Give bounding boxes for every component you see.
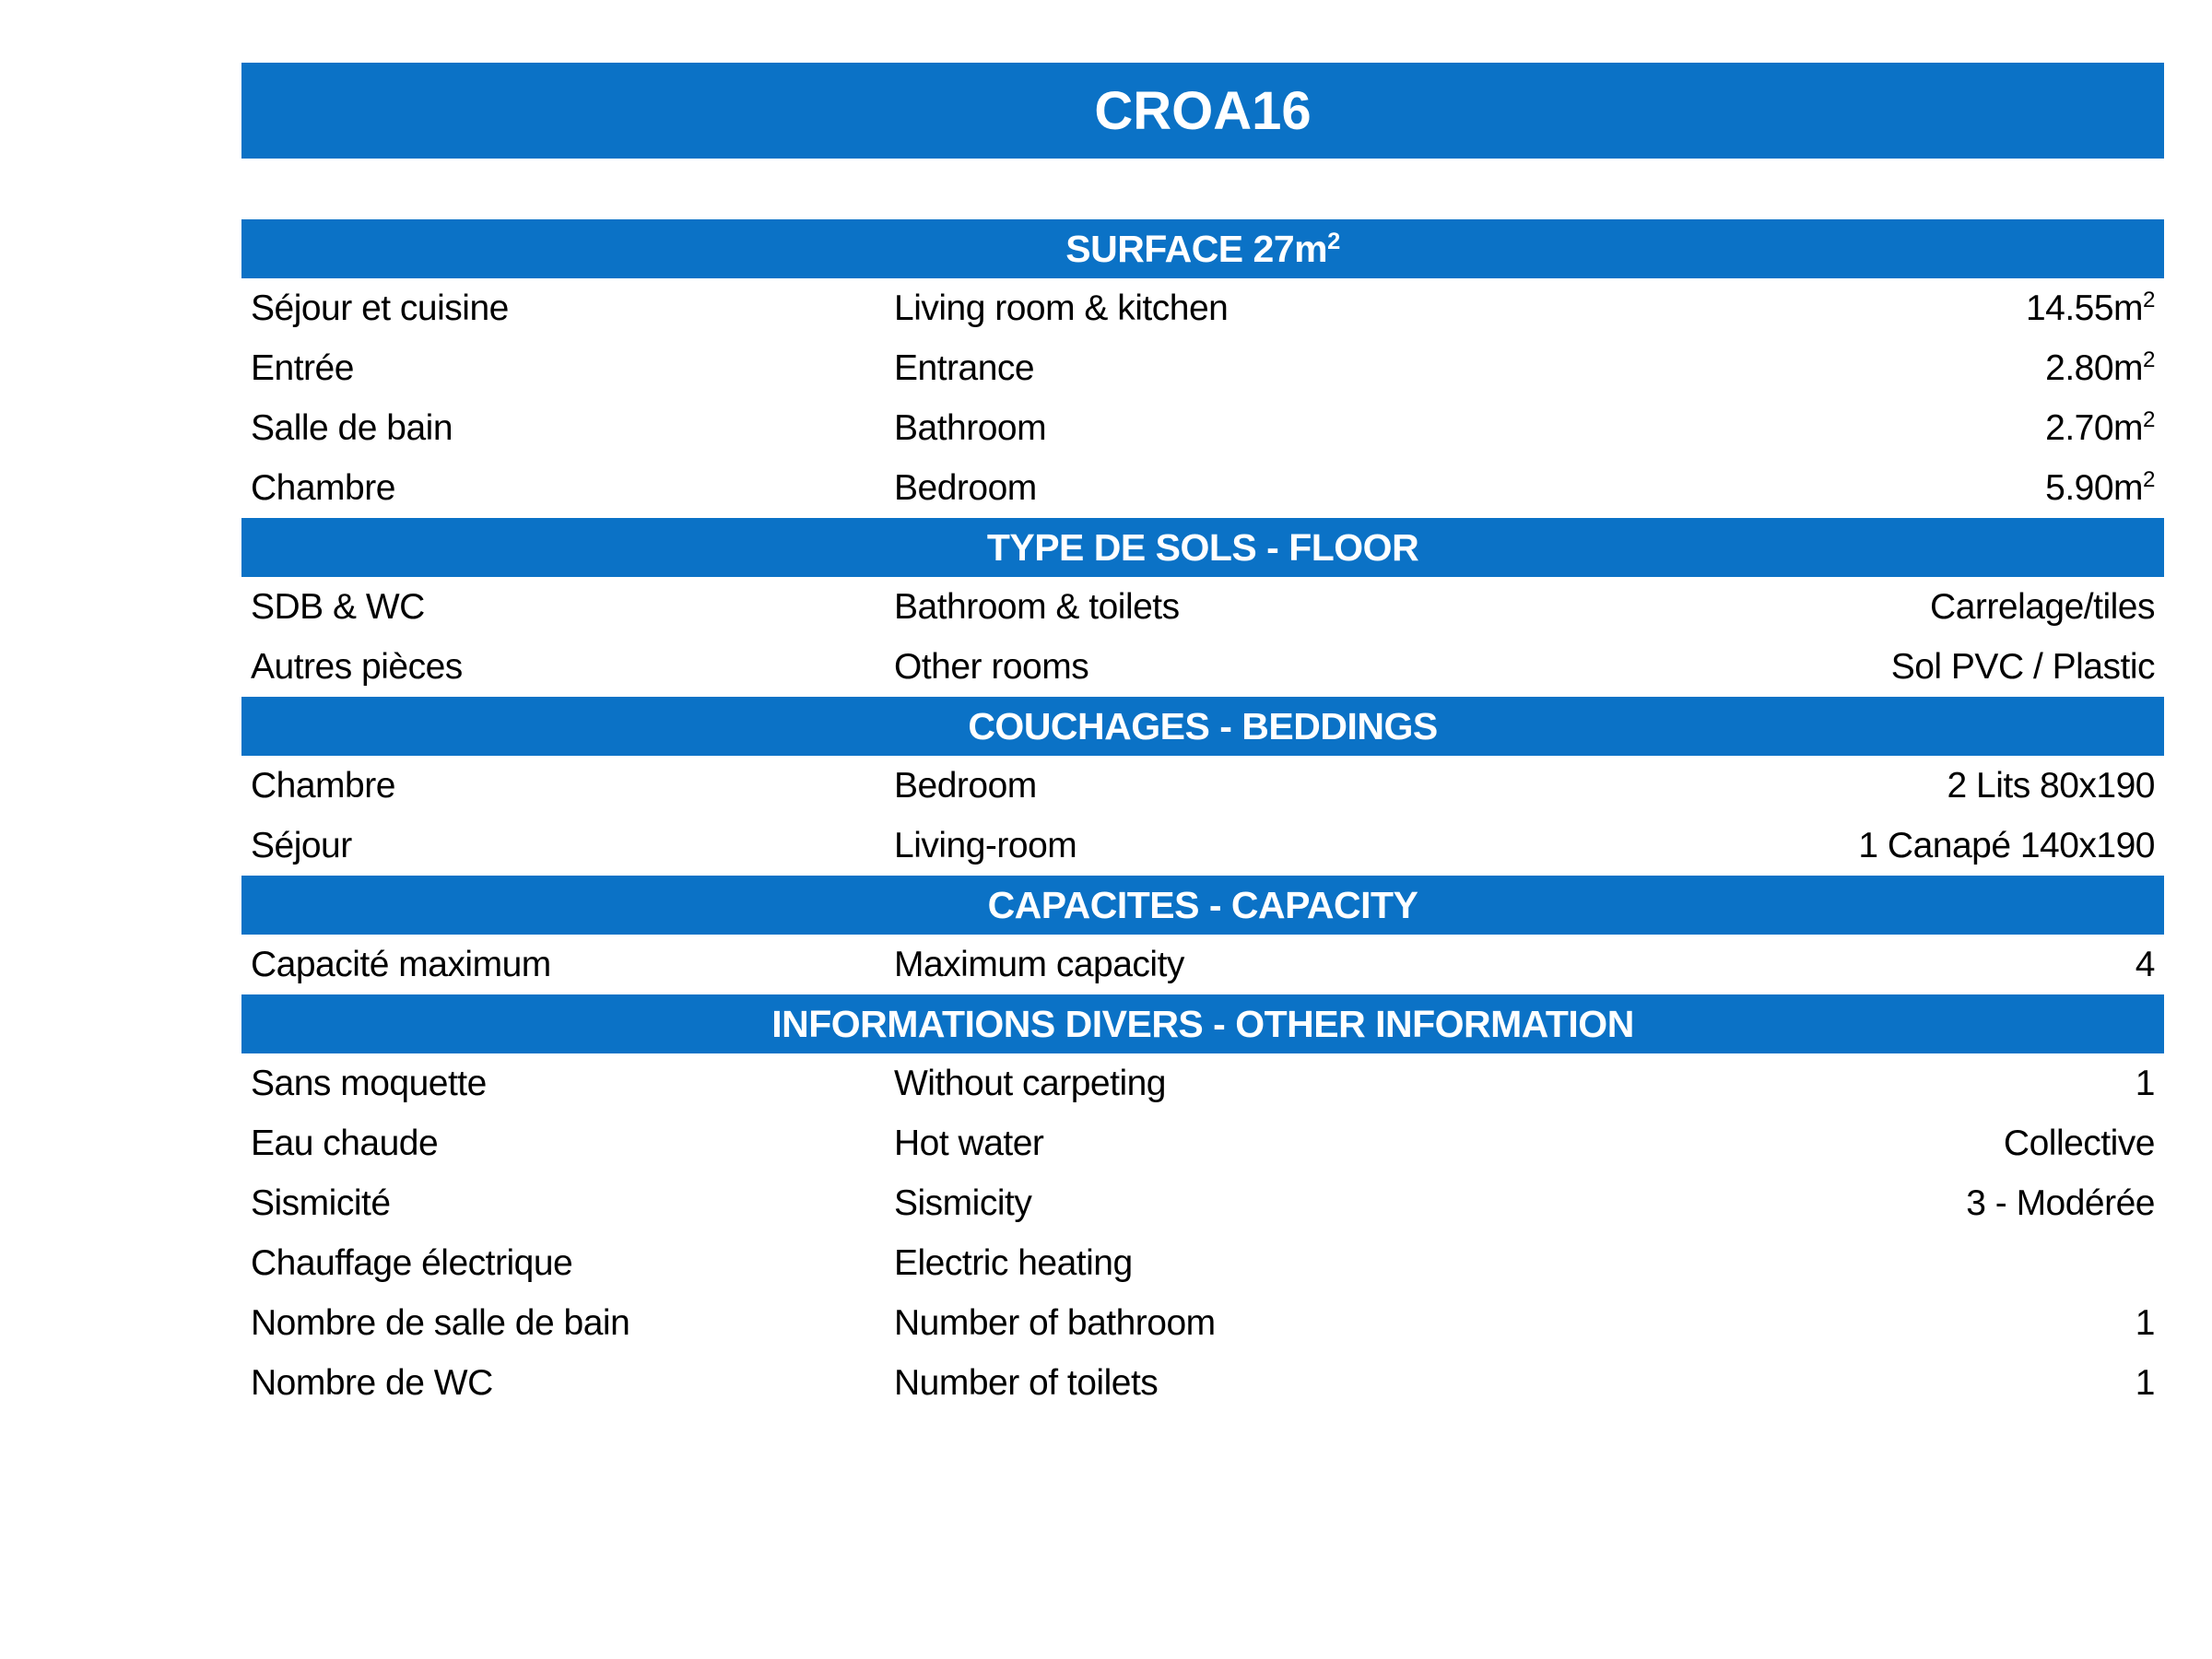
value-cell: 1	[2135, 1063, 2156, 1103]
table-row: SDB & WC Bathroom & toilets Carrelage/ti…	[241, 577, 2164, 637]
label-fr: SDB & WC	[251, 586, 425, 627]
document-title-bar: CROA16	[241, 63, 2164, 159]
label-en: Living-room	[894, 825, 1077, 865]
label-en: Number of toilets	[894, 1362, 1159, 1403]
label-fr: Chambre	[251, 467, 395, 508]
label-fr: Salle de bain	[251, 407, 453, 448]
label-en: Bathroom	[894, 407, 1047, 448]
label-fr: Séjour	[251, 825, 352, 865]
label-en: Hot water	[894, 1123, 1044, 1163]
label-en: Bedroom	[894, 467, 1037, 508]
label-fr: Capacité maximum	[251, 944, 551, 984]
table-row: Nombre de WC Number of toilets 1	[241, 1353, 2164, 1413]
label-en: Bathroom & toilets	[894, 586, 1180, 627]
section-header-capacity: CAPACITES - CAPACITY	[241, 876, 2164, 935]
superscript: 2	[2143, 467, 2155, 493]
value-cell: Collective	[2003, 1123, 2156, 1163]
superscript: 2	[2143, 288, 2155, 313]
value-cell: 2.80m2	[2045, 347, 2155, 388]
superscript: 2	[1327, 228, 1340, 254]
label-en: Bedroom	[894, 765, 1037, 806]
section-header-label: INFORMATIONS DIVERS - OTHER INFORMATION	[771, 1002, 1634, 1045]
value-cell: 3 - Modérée	[1966, 1182, 2155, 1223]
value-cell: 1 Canapé 140x190	[1858, 825, 2155, 865]
section-header-beddings: COUCHAGES - BEDDINGS	[241, 697, 2164, 756]
section-header-label: SURFACE 27m2	[1065, 227, 1340, 270]
label-en: Sismicity	[894, 1182, 1032, 1223]
section-header-floor: TYPE DE SOLS - FLOOR	[241, 518, 2164, 577]
value-cell: 1	[2135, 1302, 2156, 1343]
property-sheet: CROA16 SURFACE 27m2 Séjour et cuisine Li…	[241, 63, 2164, 1413]
table-row: Chambre Bedroom 2 Lits 80x190	[241, 756, 2164, 816]
label-en: Entrance	[894, 347, 1035, 388]
label-en: Other rooms	[894, 646, 1089, 687]
label-en: Number of bathroom	[894, 1302, 1216, 1343]
label-en: Living room & kitchen	[894, 288, 1229, 328]
document-title: CROA16	[1094, 80, 1312, 141]
label-fr: Autres pièces	[251, 646, 463, 687]
section-header-other-info: INFORMATIONS DIVERS - OTHER INFORMATION	[241, 994, 2164, 1053]
label-fr: Chauffage électrique	[251, 1242, 573, 1283]
value-cell: 14.55m2	[2025, 288, 2156, 328]
section-header-surface: SURFACE 27m2	[241, 219, 2164, 278]
section-header-label: COUCHAGES - BEDDINGS	[968, 704, 1438, 747]
superscript: 2	[2143, 347, 2155, 373]
label-en: Without carpeting	[894, 1063, 1166, 1103]
value-cell: 2.70m2	[2045, 407, 2155, 448]
value-cell: Carrelage/tiles	[1930, 586, 2155, 627]
label-fr: Nombre de WC	[251, 1362, 493, 1403]
table-row: Sans moquette Without carpeting 1	[241, 1053, 2164, 1113]
table-row: Séjour et cuisine Living room & kitchen …	[241, 278, 2164, 338]
value-cell: 1	[2135, 1362, 2156, 1403]
value-cell: 2 Lits 80x190	[1947, 765, 2155, 806]
value-cell: Sol PVC / Plastic	[1890, 646, 2156, 687]
superscript: 2	[2143, 407, 2155, 433]
table-row: Chauffage électrique Electric heating	[241, 1233, 2164, 1293]
value-cell: 5.90m2	[2045, 467, 2155, 508]
value-cell: 4	[2135, 944, 2156, 984]
section-header-label: TYPE DE SOLS - FLOOR	[986, 525, 1419, 569]
label-fr: Eau chaude	[251, 1123, 439, 1163]
table-row: Chambre Bedroom 5.90m2	[241, 458, 2164, 518]
section-header-label: CAPACITES - CAPACITY	[987, 883, 1418, 926]
table-row: Nombre de salle de bain Number of bathro…	[241, 1293, 2164, 1353]
label-fr: Nombre de salle de bain	[251, 1302, 630, 1343]
label-fr: Sans moquette	[251, 1063, 487, 1103]
table-row: Eau chaude Hot water Collective	[241, 1113, 2164, 1173]
table-row: Capacité maximum Maximum capacity 4	[241, 935, 2164, 994]
label-en: Maximum capacity	[894, 944, 1184, 984]
table-row: Séjour Living-room 1 Canapé 140x190	[241, 816, 2164, 876]
table-row: Entrée Entrance 2.80m2	[241, 338, 2164, 398]
table-row: Sismicité Sismicity 3 - Modérée	[241, 1173, 2164, 1233]
table-row: Autres pièces Other rooms Sol PVC / Plas…	[241, 637, 2164, 697]
table-row: Salle de bain Bathroom 2.70m2	[241, 398, 2164, 458]
label-fr: Séjour et cuisine	[251, 288, 509, 328]
label-en: Electric heating	[894, 1242, 1133, 1283]
label-fr: Chambre	[251, 765, 395, 806]
label-fr: Entrée	[251, 347, 354, 388]
label-fr: Sismicité	[251, 1182, 391, 1223]
